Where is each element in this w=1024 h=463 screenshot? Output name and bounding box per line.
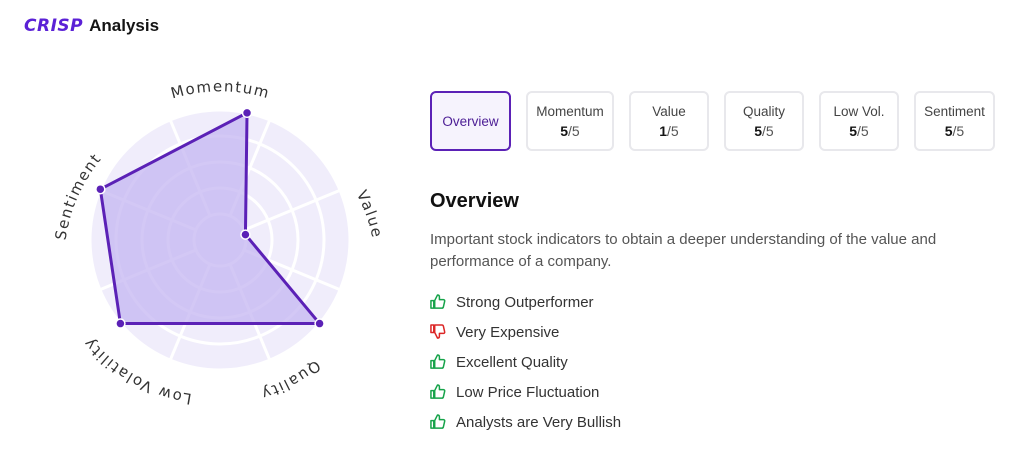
axis-label-quality: Quality (258, 357, 324, 404)
indicator-item: Very Expensive (430, 317, 1000, 347)
overview-heading: Overview (430, 190, 519, 212)
tab-label: Momentum (536, 103, 604, 119)
tab-sentiment[interactable]: Sentiment 5/5 (914, 91, 995, 151)
thumbs-down-icon (430, 324, 446, 339)
overview-panel: Overview Important stock indicators to o… (430, 190, 1000, 437)
axis-label-momentum: Momentum (169, 77, 272, 102)
radar-chart: Momentum Value Quality Low Volatility Se… (52, 77, 387, 408)
radar-grid-spoke (243, 188, 341, 232)
thumbs-up-icon (430, 354, 446, 369)
tab-score: 5/5 (849, 122, 869, 139)
indicator-text: Very Expensive (456, 323, 560, 341)
radar-point-momentum (241, 107, 253, 119)
indicator-text: Excellent Quality (456, 353, 568, 371)
indicator-text: Analysts are Very Bullish (456, 413, 622, 431)
page-title: Analysis (89, 16, 160, 35)
radar-grid-ring (88, 108, 352, 372)
app-header: CRISP Analysis (24, 16, 159, 36)
radar-point-low-volatility (115, 318, 126, 329)
tab-overview[interactable]: Overview (430, 91, 511, 151)
indicator-item: Strong Outperformer (430, 287, 1000, 317)
tab-score: 5/5 (754, 122, 774, 139)
radar-score-polygon (98, 111, 322, 326)
indicator-item: Low Price Fluctuation (430, 377, 1000, 407)
axis-label-value: Value (353, 187, 387, 240)
indicator-list: Strong Outperformer Very Expensive Excelle… (430, 287, 1000, 437)
tab-momentum[interactable]: Momentum 5/5 (526, 91, 614, 151)
indicator-item: Analysts are Very Bullish (430, 407, 1000, 437)
thumbs-up-icon (430, 294, 446, 309)
radar-point-value (240, 229, 251, 240)
tab-label: Overview (442, 113, 499, 129)
tab-score: 1/5 (659, 122, 679, 139)
score-tabs: Overview Momentum 5/5 Value 1/5 Quality … (430, 91, 995, 151)
tab-value[interactable]: Value 1/5 (629, 91, 709, 151)
tab-label: Sentiment (924, 103, 985, 119)
tab-label: Value (652, 103, 686, 119)
indicator-text: Low Price Fluctuation (456, 383, 600, 401)
tab-score: 5/5 (944, 122, 965, 139)
indicator-text: Strong Outperformer (456, 293, 594, 311)
crisp-logo: CRISP (24, 16, 84, 36)
radar-point-quality (314, 318, 325, 329)
indicator-item: Excellent Quality (430, 347, 1000, 377)
tab-low-vol[interactable]: Low Vol. 5/5 (819, 91, 899, 151)
radar-point-sentiment (95, 183, 106, 195)
overview-description: Important stock indicators to obtain a d… (430, 231, 937, 270)
tab-score: 5/5 (560, 122, 580, 139)
thumbs-up-icon (430, 414, 446, 429)
tab-quality[interactable]: Quality 5/5 (724, 91, 804, 151)
thumbs-up-icon (430, 384, 446, 399)
tab-label: Quality (742, 103, 786, 119)
tab-label: Low Vol. (833, 103, 885, 119)
